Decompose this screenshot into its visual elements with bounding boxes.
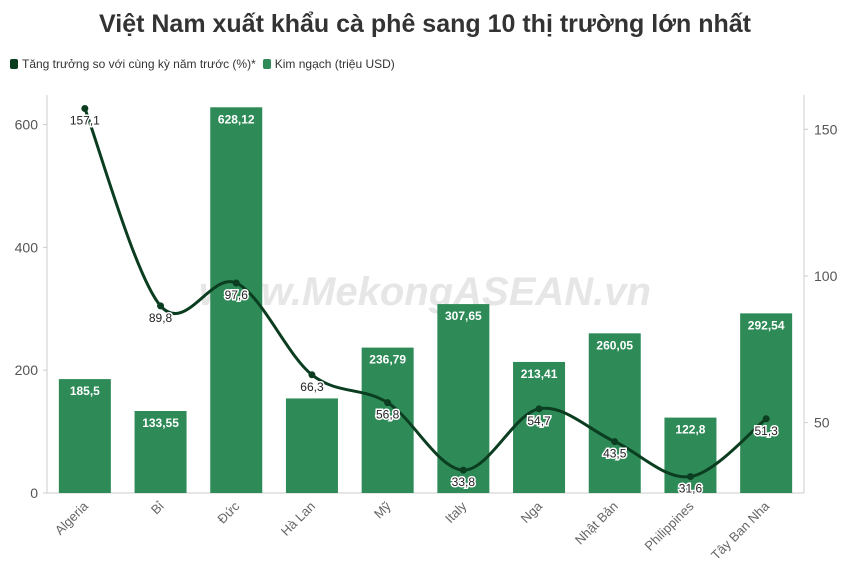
growth-point (686, 473, 694, 481)
legend-item-value: Kim ngạch (triệu USD) (262, 57, 395, 71)
bar (285, 398, 338, 493)
x-tick-label: Italy (442, 498, 470, 526)
y-right-tick-label: 50 (814, 415, 830, 431)
x-tick-label: Philippines (642, 498, 697, 553)
growth-point (384, 399, 392, 407)
x-tick-label: Nga (518, 498, 546, 526)
y-left-tick-label: 200 (15, 362, 39, 378)
y-right-tick-label: 150 (814, 121, 838, 137)
bar-data-label: 292,54 (748, 318, 785, 332)
bar (513, 361, 566, 493)
bar (134, 410, 187, 493)
x-tick-label: Algeria (52, 498, 92, 538)
bar (58, 379, 111, 493)
bar (740, 313, 793, 493)
growth-data-label: 54,7 (527, 414, 551, 428)
growth-data-label: 43,5 (603, 447, 627, 461)
bar-data-label: 185,5 (70, 384, 100, 398)
growth-data-label: 97,6 (225, 288, 249, 302)
bar (664, 417, 717, 493)
growth-point (308, 371, 316, 379)
bar (210, 107, 263, 494)
growth-data-label: 56,8 (376, 408, 400, 422)
growth-data-label: 157,1 (70, 114, 100, 128)
y-left-tick-label: 0 (30, 485, 38, 501)
growth-point (157, 302, 165, 310)
x-tick-label: Mỹ (371, 498, 394, 521)
bar-data-label: 260,05 (596, 338, 633, 352)
bar-data-label: 307,65 (445, 309, 482, 323)
x-tick-label: Bỉ (148, 498, 167, 517)
bar (437, 304, 490, 493)
x-tick-label: Nhật Bản (572, 499, 621, 548)
growth-point (232, 279, 240, 287)
growth-data-label: 89,8 (149, 311, 173, 325)
growth-point (81, 105, 89, 113)
growth-data-label: 51,3 (754, 424, 778, 438)
bar-data-label: 236,79 (369, 353, 406, 367)
legend-swatch-value (262, 59, 271, 69)
bar-data-label: 122,8 (675, 423, 705, 437)
y-right-tick-label: 100 (814, 268, 838, 284)
legend-swatch-growth (10, 59, 18, 69)
growth-point (611, 438, 619, 446)
y-left-tick-label: 400 (15, 239, 39, 255)
bar-data-label: 133,55 (142, 416, 179, 430)
growth-data-label: 31,6 (679, 482, 703, 496)
legend-label-growth: Tăng trưởng so với cùng kỳ năm trước (%)… (22, 57, 256, 71)
legend-item-growth: Tăng trưởng so với cùng kỳ năm trước (%)… (10, 57, 256, 71)
legend: Tăng trưởng so với cùng kỳ năm trước (%)… (10, 57, 402, 71)
legend-label-value: Kim ngạch (triệu USD) (274, 57, 395, 71)
y-left-tick-label: 600 (15, 117, 39, 133)
growth-data-label: 33,8 (452, 475, 476, 489)
chart-title: Việt Nam xuất khẩu cà phê sang 10 thị tr… (99, 10, 751, 38)
watermark-text: www.MekongASEAN.vn (199, 270, 651, 314)
x-tick-label: Đức (214, 498, 242, 526)
growth-point (459, 466, 467, 474)
growth-data-label: 66,3 (300, 380, 324, 394)
bar (588, 333, 641, 493)
bar-data-label: 213,41 (521, 367, 558, 381)
x-tick-label: Hà Lan (278, 499, 318, 539)
growth-point (762, 415, 770, 423)
growth-point (535, 405, 543, 413)
x-tick-label: Tây Ban Nha (708, 498, 773, 563)
growth-line (83, 107, 768, 479)
bar-data-label: 628,12 (218, 112, 255, 126)
